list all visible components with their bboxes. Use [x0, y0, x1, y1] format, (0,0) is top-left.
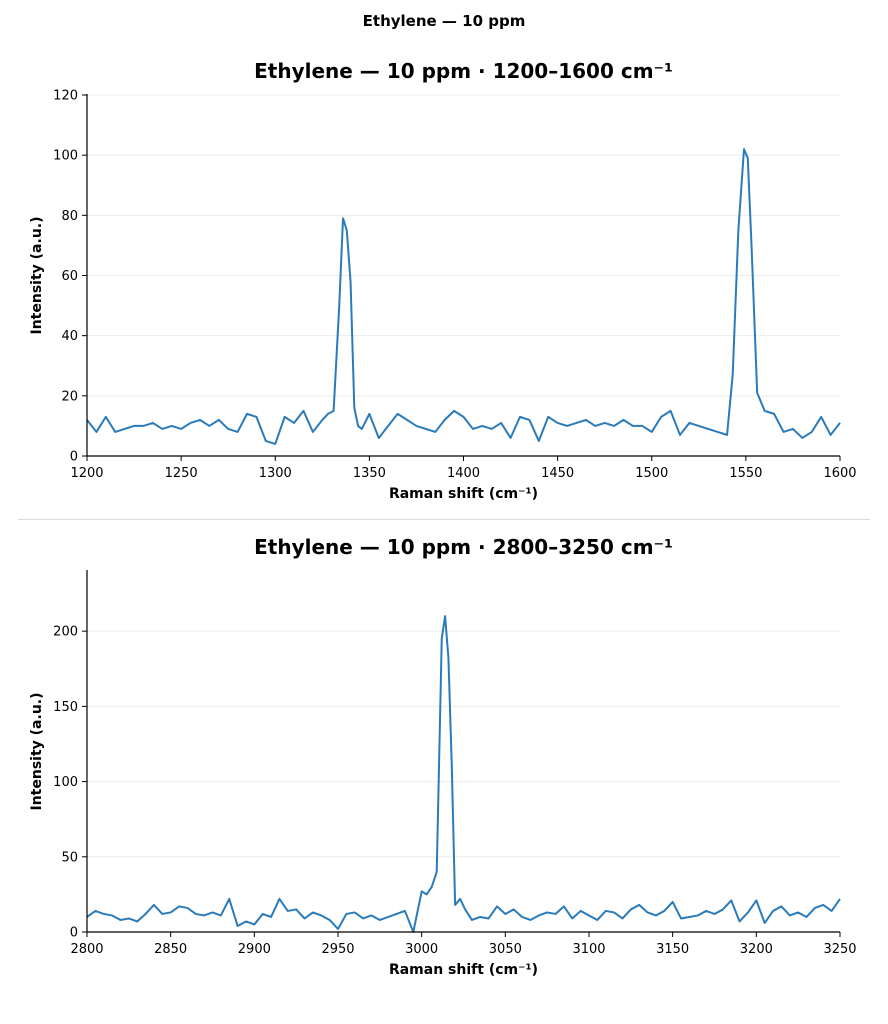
y-tick-label: 50 — [61, 850, 78, 865]
y-tick-label: 80 — [61, 209, 78, 224]
x-tick-label: 1400 — [447, 466, 480, 481]
x-tick-label: 3050 — [489, 942, 522, 957]
y-tick-label: 60 — [61, 269, 78, 284]
y-tick-label: 100 — [53, 775, 78, 790]
y-tick-label: 20 — [61, 389, 78, 404]
chart-title: Ethylene — 10 ppm · 1200–1600 cm⁻¹ — [254, 59, 673, 83]
figure-suptitle: Ethylene — 10 ppm — [362, 12, 526, 30]
x-tick-label: 3100 — [572, 942, 605, 957]
y-tick-label: 150 — [53, 700, 78, 715]
x-tick-label: 1350 — [353, 466, 386, 481]
series-line — [86, 148, 841, 445]
y-tick-label: 40 — [61, 329, 78, 344]
x-tick-label: 3000 — [405, 942, 438, 957]
y-tick-label: 200 — [53, 625, 78, 640]
x-tick-label: 1500 — [635, 466, 668, 481]
y-tick-label: 0 — [70, 450, 78, 465]
x-tick-label: 2800 — [70, 942, 103, 957]
x-tick-label: 2850 — [154, 942, 187, 957]
x-tick-label: 1300 — [259, 466, 292, 481]
y-tick-label: 0 — [70, 926, 78, 941]
x-tick-label: 1450 — [541, 466, 574, 481]
x-tick-label: 2900 — [238, 942, 271, 957]
x-axis-label: Raman shift (cm⁻¹) — [389, 486, 538, 502]
x-tick-label: 1600 — [823, 466, 856, 481]
chart-panel-1: 1200 1250 1300 1350 1400 1450 1500 1550 1600 0 20 4… — [29, 59, 857, 502]
chart-title: Ethylene — 10 ppm · 2800–3250 cm⁻¹ — [254, 535, 673, 559]
x-axis-label: Raman shift (cm⁻¹) — [389, 962, 538, 978]
y-axis-label: Intensity (a.u.) — [29, 692, 45, 810]
x-tick-label: 1200 — [70, 466, 103, 481]
x-tick-label: 2950 — [321, 942, 354, 957]
x-tick-label: 3200 — [740, 942, 773, 957]
x-tick-label: 3150 — [656, 942, 689, 957]
panel-separator — [18, 519, 870, 520]
x-tick-label: 1250 — [165, 466, 198, 481]
y-tick-label: 100 — [53, 149, 78, 164]
x-tick-label: 3250 — [823, 942, 856, 957]
x-tick-label: 1550 — [729, 466, 762, 481]
chart-panel-2: 2800 2850 2900 2950 3000 3050 3100 3150 3200 3250… — [29, 535, 857, 978]
series-line — [86, 615, 841, 933]
y-tick-label: 120 — [53, 89, 78, 104]
y-axis-label: Intensity (a.u.) — [29, 216, 45, 334]
